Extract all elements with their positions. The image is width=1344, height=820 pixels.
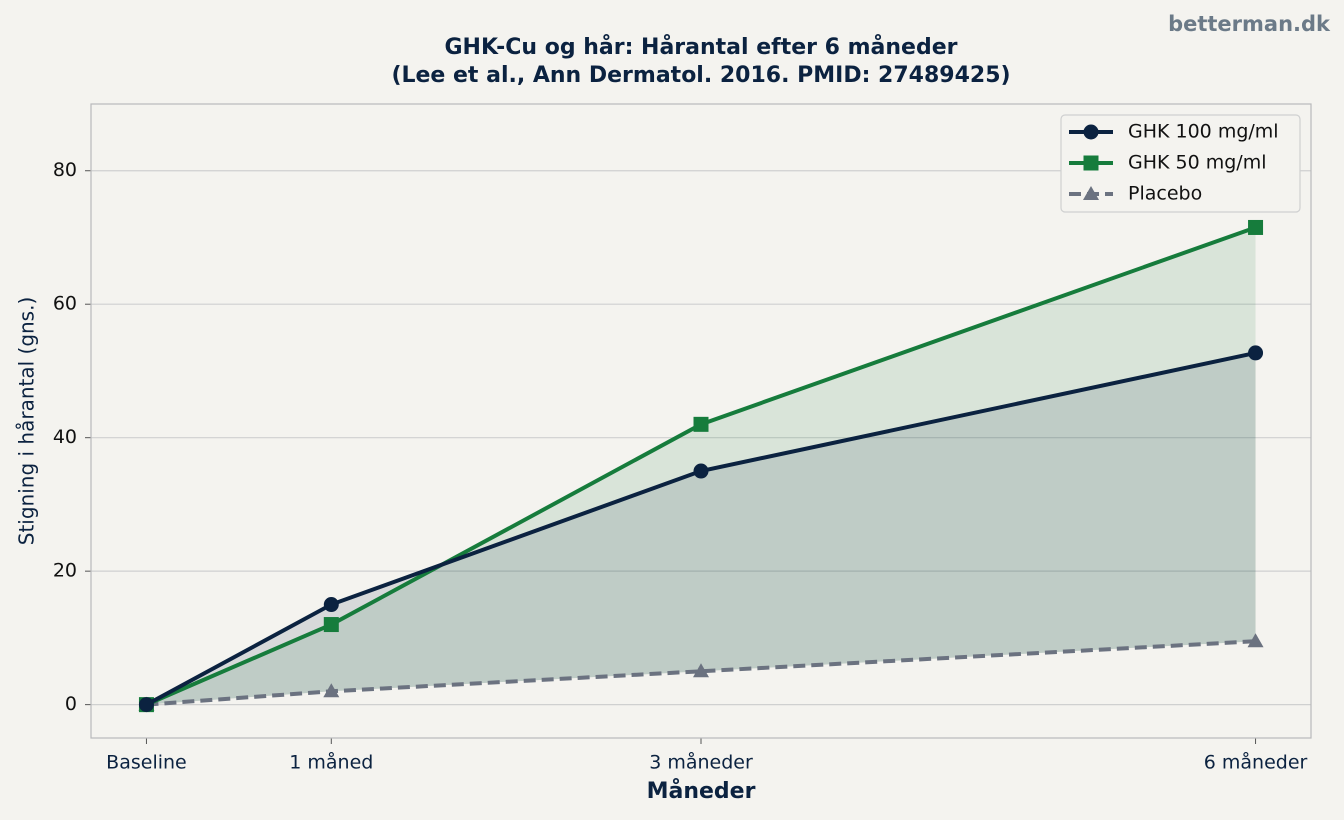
point: [323, 597, 339, 613]
x-tick-label: Baseline: [106, 752, 187, 774]
point: [693, 663, 709, 678]
legend-marker: [1083, 155, 1099, 171]
legend-box: [1060, 114, 1301, 213]
point: [693, 416, 709, 432]
area-fill: [146, 352, 1256, 705]
y-tick-label: 60: [53, 293, 77, 315]
line: [145, 350, 1256, 707]
x-tick-label: 6 måneder: [1204, 751, 1308, 774]
legend-label: GHK 50 mg/ml: [1128, 152, 1266, 174]
legend-marker: [1083, 124, 1099, 140]
chart-title: GHK-Cu og hår: Hårantal efter 6 måneder: [445, 34, 958, 60]
legend-marker: [1083, 186, 1099, 200]
line: [145, 225, 1257, 707]
point: [693, 463, 709, 479]
point: [323, 617, 339, 633]
y-tick-label: 40: [53, 426, 77, 448]
y-tick-label: 20: [53, 560, 77, 582]
y-axis-label: Stigning i hårantal (gns.): [15, 297, 39, 546]
y-tick-label: 0: [65, 693, 77, 715]
chart-subtitle: (Lee et al., Ann Dermatol. 2016. PMID: 2…: [391, 63, 1010, 88]
x-tick-label: 3 måneder: [649, 751, 753, 774]
point: [138, 697, 154, 713]
y-tick-label: 80: [53, 159, 77, 181]
plot-frame: [90, 103, 1312, 739]
point: [1248, 219, 1264, 235]
x-axis-label: Måneder: [647, 778, 756, 804]
point: [323, 683, 340, 698]
x-tick-label: 1 måned: [289, 751, 373, 774]
legend-label: GHK 100 mg/ml: [1128, 121, 1279, 143]
legend-label: Placebo: [1128, 183, 1202, 205]
line: [146, 639, 1256, 707]
watermark: betterman.dk: [1168, 12, 1331, 36]
point: [1247, 633, 1264, 648]
point: [1248, 345, 1264, 361]
